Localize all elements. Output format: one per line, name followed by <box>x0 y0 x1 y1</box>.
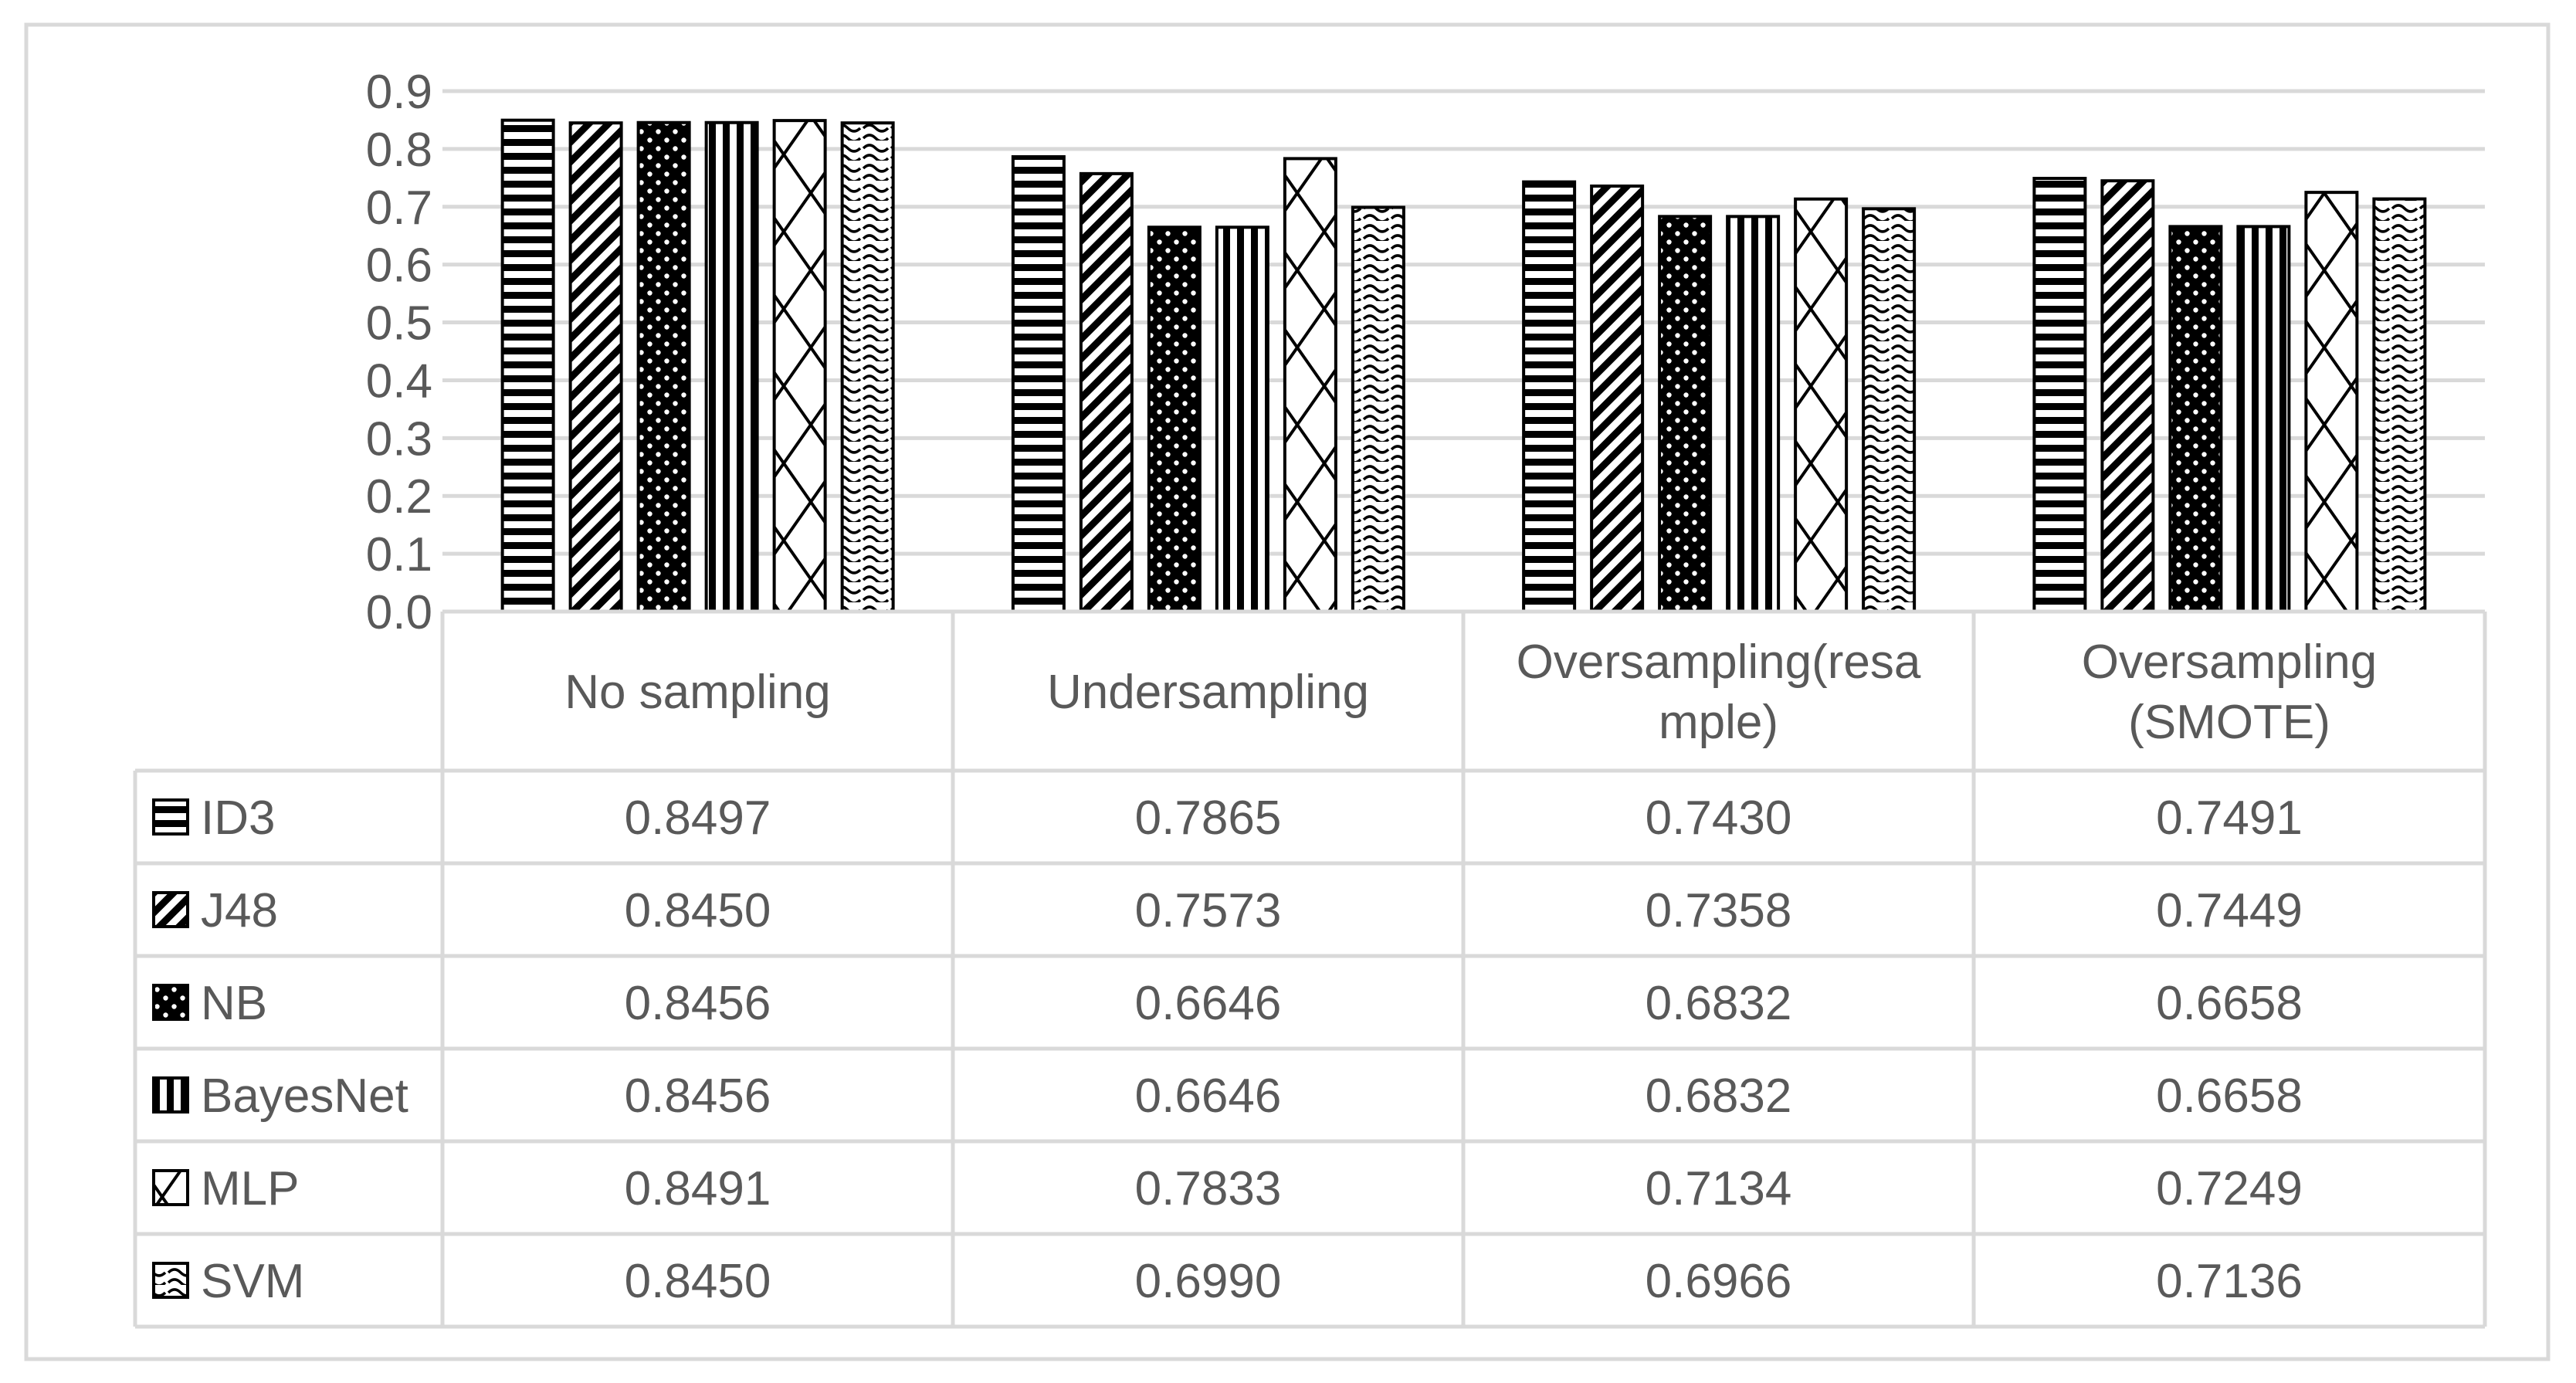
bar-bayesnet-0 <box>704 120 759 613</box>
table-value: 0.8450 <box>625 884 771 937</box>
category-label: mple) <box>1659 696 1778 749</box>
table-value: 0.7136 <box>2156 1255 2303 1308</box>
table-value: 0.7833 <box>1135 1162 1282 1215</box>
y-tick-label: 0.1 <box>366 528 432 581</box>
legend-key-mlp <box>152 1169 189 1206</box>
bar-nb-2 <box>1658 215 1713 613</box>
bar-j48-3 <box>2100 179 2155 614</box>
y-tick-label: 0.7 <box>366 181 432 235</box>
table-value: 0.8491 <box>625 1162 771 1215</box>
y-tick-label: 0.5 <box>366 297 432 351</box>
series-name: ID3 <box>201 791 275 845</box>
bar-nb-1 <box>1147 225 1202 613</box>
category-label: Oversampling <box>2082 636 2377 689</box>
table-value: 0.7865 <box>1135 791 1282 845</box>
legend-key-id3 <box>152 798 189 836</box>
table-value: 0.6646 <box>1135 977 1282 1030</box>
bar-svm-2 <box>1862 207 1917 614</box>
table-value: 0.7430 <box>1646 791 1792 845</box>
y-tick-label: 0.4 <box>366 354 432 408</box>
legend-key-svm <box>152 1262 189 1299</box>
table-value: 0.7573 <box>1135 884 1282 937</box>
bar-j48-0 <box>568 121 623 613</box>
bars <box>500 118 2427 614</box>
bar-svm-0 <box>840 121 895 613</box>
table-value: 0.8450 <box>625 1255 771 1308</box>
bar-svm-1 <box>1351 205 1405 613</box>
category-label: (SMOTE) <box>2128 696 2330 749</box>
bar-mlp-0 <box>772 119 827 613</box>
y-tick-label: 0.9 <box>366 66 432 119</box>
series-name: J48 <box>201 884 278 937</box>
table-value: 0.7358 <box>1646 884 1792 937</box>
table-value: 0.6966 <box>1646 1255 1792 1308</box>
series-name: MLP <box>201 1162 299 1215</box>
table-value: 0.7134 <box>1646 1162 1792 1215</box>
table-value: 0.6646 <box>1135 1069 1282 1123</box>
y-tick-label: 0.0 <box>366 586 432 639</box>
bar-bayesnet-1 <box>1215 225 1269 613</box>
y-tick-label: 0.2 <box>366 470 432 524</box>
bar-j48-1 <box>1079 171 1134 613</box>
bar-svm-3 <box>2372 197 2427 613</box>
table-value: 0.6832 <box>1646 977 1792 1030</box>
table-value: 0.8456 <box>625 977 771 1030</box>
y-tick-label: 0.6 <box>366 239 432 293</box>
bar-id3-1 <box>1011 154 1066 613</box>
bar-id3-0 <box>500 118 555 613</box>
y-axis-ticks: 0.00.10.20.30.40.50.60.70.80.9 <box>366 66 432 639</box>
category-label: Oversampling(resa <box>1517 636 1921 689</box>
legend-key-bayesnet <box>152 1076 189 1114</box>
table-value: 0.6832 <box>1646 1069 1792 1123</box>
category-label: Undersampling <box>1047 666 1369 719</box>
data-table: No sampling Undersampling Oversampling(res… <box>133 609 2487 1329</box>
legend-key-j48 <box>152 891 189 928</box>
table-value: 0.6658 <box>2156 977 2303 1030</box>
series-name: BayesNet <box>201 1069 408 1123</box>
bar-bayesnet-3 <box>2236 225 2291 613</box>
bar-mlp-2 <box>1794 197 1849 613</box>
series-name: NB <box>201 977 267 1030</box>
bar-nb-3 <box>2168 225 2223 613</box>
category-label: No sampling <box>564 666 831 719</box>
table-value: 0.7491 <box>2156 791 2303 845</box>
table-value: 0.7249 <box>2156 1162 2303 1215</box>
bar-id3-2 <box>1522 180 1577 613</box>
series-name: SVM <box>201 1255 304 1308</box>
bar-j48-2 <box>1590 184 1645 614</box>
table-value: 0.8497 <box>625 791 771 845</box>
bar-id3-3 <box>2032 177 2087 614</box>
table-value: 0.6658 <box>2156 1069 2303 1123</box>
bar-mlp-3 <box>2304 191 2359 614</box>
y-tick-label: 0.3 <box>366 412 432 466</box>
table-value: 0.8456 <box>625 1069 771 1123</box>
y-tick-label: 0.8 <box>366 124 432 177</box>
bar-mlp-1 <box>1283 157 1337 614</box>
table-value: 0.7449 <box>2156 884 2303 937</box>
bar-nb-0 <box>636 120 691 613</box>
bar-bayesnet-2 <box>1726 215 1781 613</box>
table-value: 0.6990 <box>1135 1255 1282 1308</box>
legend-key-nb <box>152 984 189 1021</box>
